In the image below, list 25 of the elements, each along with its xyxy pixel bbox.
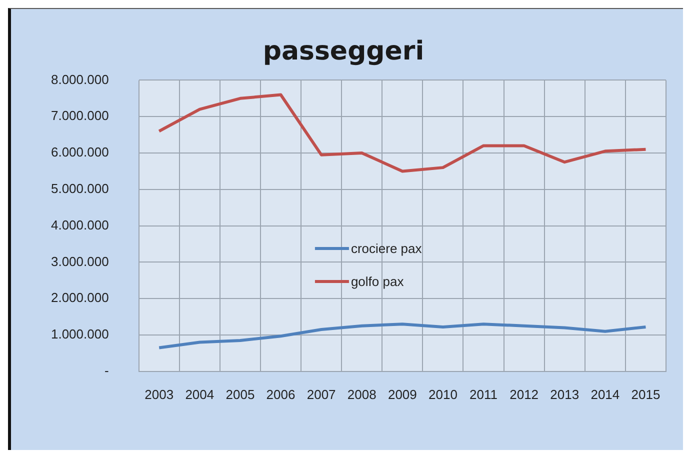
y-tick-label: 3.000.000 — [50, 254, 109, 269]
x-tick-label: 2004 — [185, 386, 214, 402]
x-tick-label: 2003 — [144, 386, 174, 402]
legend-label: golfo pax — [350, 274, 404, 289]
x-tick-label: 2008 — [347, 386, 376, 402]
y-tick-label: 5.000.000 — [50, 180, 109, 196]
y-tick-label: - — [104, 362, 109, 378]
y-tick-label: 7.000.000 — [50, 108, 109, 124]
x-tick-label: 2007 — [306, 386, 336, 402]
y-tick-label: 1.000.000 — [50, 326, 109, 342]
x-tick-label: 2012 — [510, 386, 539, 402]
x-tick-label: 2010 — [428, 386, 458, 402]
legend-label: crociere pax — [350, 240, 422, 256]
x-tick-label: 2006 — [266, 386, 296, 402]
y-tick-label: 4.000.000 — [50, 217, 109, 232]
x-tick-label: 2009 — [388, 386, 417, 402]
x-tick-label: 2005 — [226, 386, 255, 402]
x-tick-label: 2015 — [631, 386, 660, 402]
x-tick-label: 2013 — [550, 386, 580, 402]
y-tick-label: 8.000.000 — [50, 72, 109, 87]
x-tick-label: 2014 — [590, 386, 620, 402]
x-tick-label: 2011 — [470, 386, 498, 402]
y-tick-label: 6.000.000 — [50, 144, 109, 160]
chart-title: passeggeri — [262, 36, 424, 66]
y-tick-label: 2.000.000 — [50, 290, 109, 306]
